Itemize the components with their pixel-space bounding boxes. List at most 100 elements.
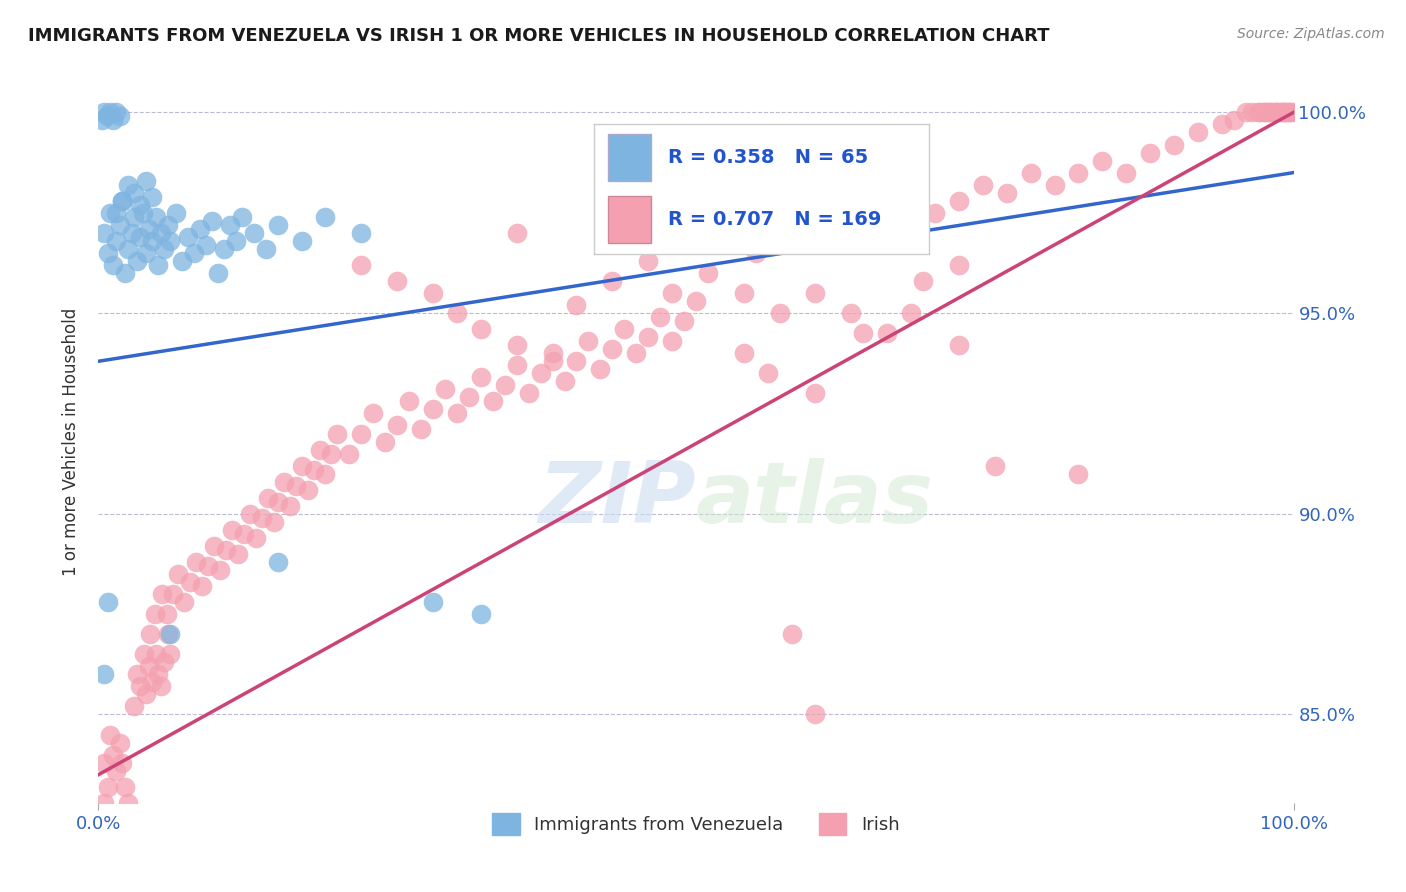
Point bbox=[132, 648, 155, 662]
Point bbox=[117, 796, 139, 810]
Point bbox=[315, 210, 337, 224]
Point bbox=[117, 178, 139, 192]
Point bbox=[156, 627, 179, 641]
Point bbox=[150, 587, 173, 601]
Point bbox=[948, 258, 970, 272]
Point bbox=[308, 442, 330, 457]
Point bbox=[1249, 105, 1271, 120]
Point bbox=[97, 820, 120, 834]
Point bbox=[578, 334, 600, 349]
Point bbox=[177, 230, 200, 244]
Point bbox=[434, 383, 457, 397]
Point bbox=[125, 254, 148, 268]
Point bbox=[1043, 178, 1066, 192]
Point bbox=[111, 756, 134, 770]
Point bbox=[108, 218, 131, 232]
Point bbox=[1139, 145, 1161, 160]
Point bbox=[162, 587, 184, 601]
Point bbox=[1257, 105, 1279, 120]
Point bbox=[141, 234, 163, 248]
Point bbox=[141, 190, 163, 204]
Point bbox=[97, 246, 120, 260]
Point bbox=[446, 306, 468, 320]
Point bbox=[984, 458, 1007, 473]
Point bbox=[1254, 105, 1277, 120]
Point bbox=[105, 764, 128, 778]
Point bbox=[141, 675, 163, 690]
Point bbox=[1264, 105, 1286, 120]
Point bbox=[131, 206, 153, 220]
Point bbox=[363, 407, 385, 421]
Point bbox=[225, 234, 247, 248]
Point bbox=[481, 394, 505, 409]
Text: ZIP: ZIP bbox=[538, 458, 696, 541]
Point bbox=[135, 174, 157, 188]
Point bbox=[267, 218, 290, 232]
Point bbox=[105, 206, 128, 220]
Point bbox=[209, 563, 232, 577]
Point bbox=[326, 426, 349, 441]
Point bbox=[1240, 105, 1263, 120]
Point bbox=[422, 286, 444, 301]
Point bbox=[350, 226, 373, 240]
Point bbox=[108, 110, 131, 124]
Point bbox=[756, 367, 779, 381]
Point bbox=[188, 222, 211, 236]
Point bbox=[1067, 467, 1090, 481]
Point bbox=[219, 218, 242, 232]
Point bbox=[121, 226, 143, 240]
Point bbox=[273, 475, 295, 489]
Point bbox=[159, 648, 181, 662]
Point bbox=[267, 494, 290, 508]
Point bbox=[195, 238, 218, 252]
Point bbox=[215, 543, 238, 558]
Point bbox=[129, 230, 152, 244]
Point bbox=[411, 423, 433, 437]
Point bbox=[91, 113, 114, 128]
Point bbox=[111, 828, 134, 842]
Point bbox=[565, 298, 588, 312]
Point bbox=[125, 667, 148, 681]
Point bbox=[613, 322, 636, 336]
Point bbox=[1274, 105, 1296, 120]
Point bbox=[1247, 105, 1270, 120]
Point bbox=[780, 627, 803, 641]
Point bbox=[231, 210, 253, 224]
Point bbox=[1282, 105, 1305, 120]
Point bbox=[101, 747, 124, 762]
Point bbox=[153, 656, 176, 670]
Point bbox=[517, 386, 540, 401]
Point bbox=[673, 314, 696, 328]
Point bbox=[167, 567, 190, 582]
Point bbox=[172, 254, 194, 268]
Point bbox=[506, 358, 529, 372]
Point bbox=[1253, 105, 1275, 120]
Point bbox=[245, 531, 267, 545]
Point bbox=[97, 595, 120, 609]
Point bbox=[101, 113, 124, 128]
Point bbox=[1223, 113, 1246, 128]
Point bbox=[98, 728, 122, 742]
Point bbox=[96, 110, 118, 124]
Point bbox=[97, 780, 120, 794]
Point bbox=[1271, 105, 1294, 120]
Point bbox=[768, 306, 790, 320]
Point bbox=[470, 322, 492, 336]
Point bbox=[108, 736, 131, 750]
Point bbox=[1115, 166, 1137, 180]
Point bbox=[197, 559, 219, 574]
Point bbox=[159, 627, 181, 641]
Point bbox=[924, 206, 946, 220]
Y-axis label: 1 or more Vehicles in Household: 1 or more Vehicles in Household bbox=[62, 308, 80, 575]
Point bbox=[105, 234, 128, 248]
Point bbox=[626, 346, 648, 360]
Point bbox=[191, 579, 214, 593]
Point bbox=[129, 198, 152, 212]
Point bbox=[554, 374, 576, 388]
Point bbox=[254, 242, 277, 256]
Point bbox=[876, 326, 898, 341]
Point bbox=[530, 367, 553, 381]
Point bbox=[385, 418, 409, 433]
Point bbox=[98, 206, 122, 220]
Point bbox=[212, 242, 235, 256]
